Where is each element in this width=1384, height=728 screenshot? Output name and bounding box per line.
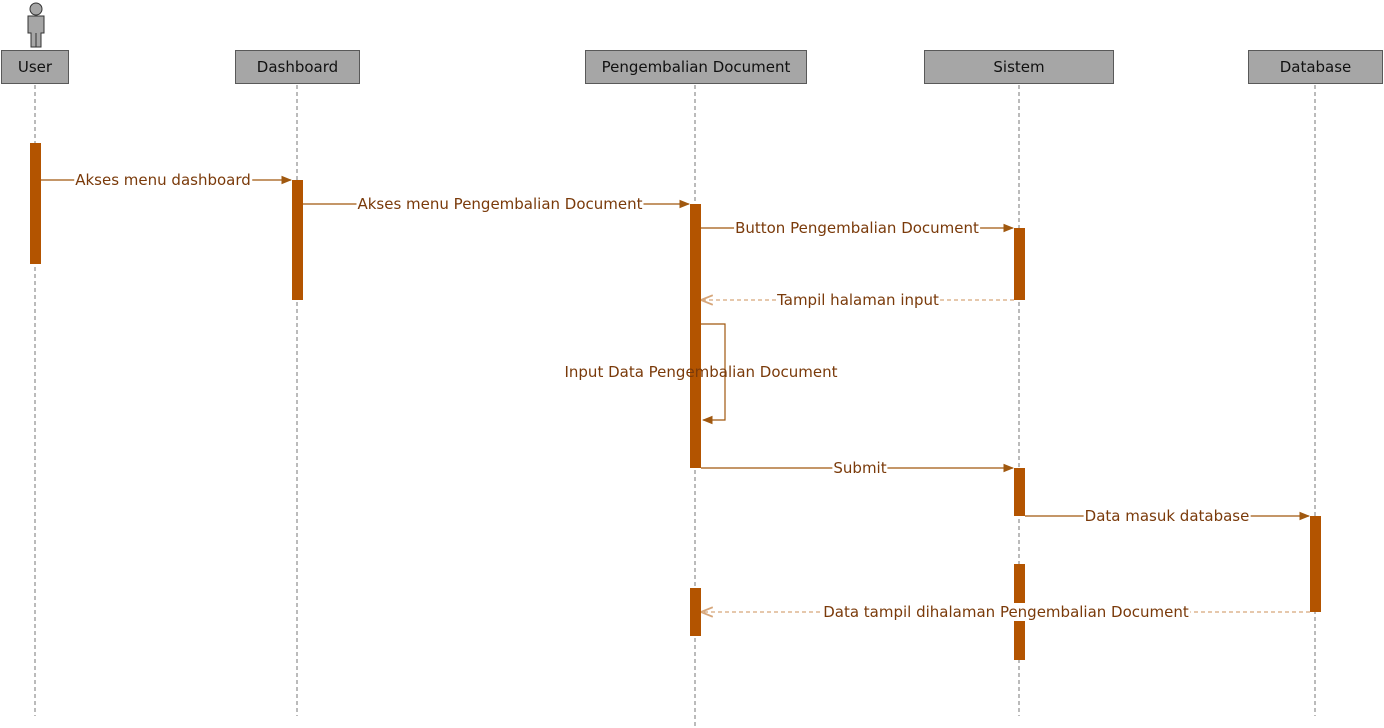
participant-label: Sistem: [993, 58, 1045, 76]
message-label: Akses menu Pengembalian Document: [356, 195, 644, 213]
participant-database: Database: [1248, 50, 1383, 84]
participant-label: Dashboard: [256, 58, 339, 76]
return-label: Data tampil dihalaman Pengembalian Docum…: [822, 603, 1190, 621]
message-label: Akses menu dashboard: [74, 171, 252, 189]
participant-dashboard: Dashboard: [235, 50, 360, 84]
person-icon: [27, 2, 45, 48]
self-message-label: Input Data Pengembalian Document: [564, 363, 838, 381]
self-message-arrow: [701, 323, 726, 425]
message-label: Submit: [832, 459, 888, 477]
activation-dashboard: [292, 180, 303, 300]
activation-sistem: [1014, 228, 1025, 300]
participant-pengembalian: Pengembalian Document: [585, 50, 807, 84]
participant-user: User: [1, 50, 69, 84]
return-label: Tampil halaman input: [776, 291, 940, 309]
activation-pengembalian: [690, 588, 701, 636]
participant-sistem: Sistem: [924, 50, 1114, 84]
participant-label: Database: [1279, 58, 1352, 76]
participant-label: Pengembalian Document: [601, 58, 791, 76]
message-label: Button Pengembalian Document: [734, 219, 980, 237]
message-label: Data masuk database: [1083, 507, 1251, 525]
activation-database: [1310, 516, 1321, 612]
participant-label: User: [17, 58, 53, 76]
activation-user: [30, 143, 41, 264]
activation-sistem: [1014, 468, 1025, 516]
activation-pengembalian: [690, 204, 701, 468]
